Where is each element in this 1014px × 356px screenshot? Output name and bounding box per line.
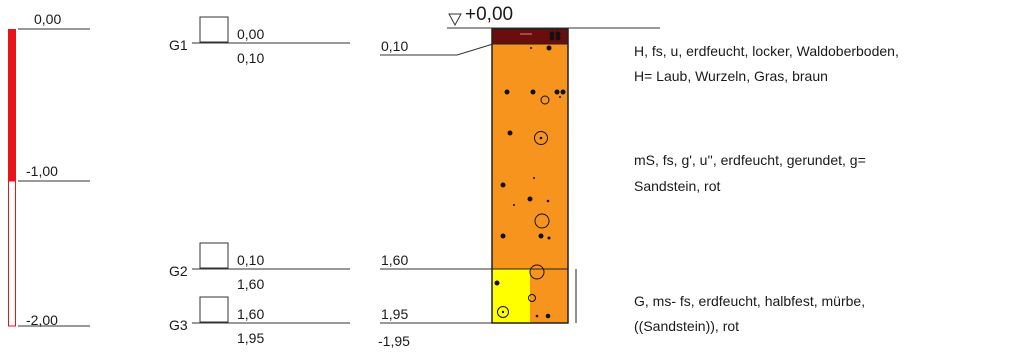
sample-g1-box xyxy=(199,16,229,43)
pebble xyxy=(504,89,510,95)
scale-label-1: -1,00 xyxy=(26,163,58,179)
scale-label-2: -2,00 xyxy=(26,312,58,328)
sample-g3-box xyxy=(199,296,229,323)
pebble xyxy=(500,233,506,239)
surface-triangle-icon xyxy=(448,13,462,27)
sample-g1-top: 0,00 xyxy=(237,26,265,42)
depth-scale-outline-segment xyxy=(8,180,16,327)
boundary-label-2: 1,60 xyxy=(381,252,409,268)
boundary-label-1: 0,10 xyxy=(381,38,409,54)
pebble xyxy=(494,280,500,286)
pebble xyxy=(545,313,551,319)
layer-1-description-line-2: H= Laub, Wurzeln, Gras, braun xyxy=(634,68,828,84)
pebble xyxy=(529,264,545,280)
layer-gravel xyxy=(492,269,530,323)
sample-g3-bottom: 1,95 xyxy=(237,330,265,346)
layer-topsoil xyxy=(492,29,568,44)
pebble xyxy=(530,47,532,49)
pebble xyxy=(546,199,550,203)
layer-2-description-line-2: Sandstein, rot xyxy=(634,178,721,194)
pebble xyxy=(546,45,552,51)
column-outline xyxy=(491,28,569,324)
pebble xyxy=(507,130,513,136)
pebble xyxy=(559,96,561,98)
sample-g3-name: G3 xyxy=(169,317,188,333)
pebble xyxy=(534,213,550,229)
topsoil-dot xyxy=(555,35,561,41)
final-depth-label: -1,95 xyxy=(378,333,410,349)
pebble xyxy=(527,196,533,202)
pebble xyxy=(500,182,506,188)
sample-g2-bottom: 1,60 xyxy=(237,276,265,292)
topsoil-dot xyxy=(555,31,561,37)
boundary-leader-1 xyxy=(456,43,494,56)
layer-3-description-line-2: ((Sandstein)), rot xyxy=(634,318,740,334)
pebble xyxy=(501,310,505,314)
pebble xyxy=(497,306,509,318)
pebble xyxy=(538,233,544,239)
pebble xyxy=(528,294,536,302)
pebble xyxy=(560,89,566,95)
scale-label-0: 0,00 xyxy=(34,11,62,27)
pebble xyxy=(535,314,539,318)
pebble xyxy=(554,89,560,95)
sample-g2-top: 0,10 xyxy=(237,252,265,268)
layer-2-description-line-1: mS, fs, g', u'', erdfeucht, gerundet, g= xyxy=(634,152,866,168)
pebble xyxy=(533,177,535,179)
pebble xyxy=(530,89,536,95)
layer-1-description-line-1: H, fs, u, erdfeucht, locker, Waldoberbod… xyxy=(634,43,899,59)
pebble xyxy=(534,131,548,145)
sample-g1-name: G1 xyxy=(169,37,188,53)
layer-sand xyxy=(492,44,568,269)
pebble xyxy=(547,236,551,240)
topsoil-dot xyxy=(549,31,555,37)
pebble xyxy=(540,95,550,105)
sample-g1-bottom: 0,10 xyxy=(237,50,265,66)
soil-column xyxy=(491,28,577,324)
sample-g3-top: 1,60 xyxy=(237,306,265,322)
pebble xyxy=(513,204,515,206)
sample-g2-box xyxy=(199,242,229,269)
surface-label: +0,00 xyxy=(465,4,514,25)
topsoil-dot xyxy=(549,35,555,41)
sample-g2-name: G2 xyxy=(169,263,188,279)
boundary-label-3: 1,95 xyxy=(381,306,409,322)
pebble xyxy=(539,136,543,140)
layer-3-description-line-1: G, ms- fs, erdfeucht, halbfest, mürbe, xyxy=(634,293,866,309)
depth-scale-filled-segment xyxy=(8,29,16,181)
